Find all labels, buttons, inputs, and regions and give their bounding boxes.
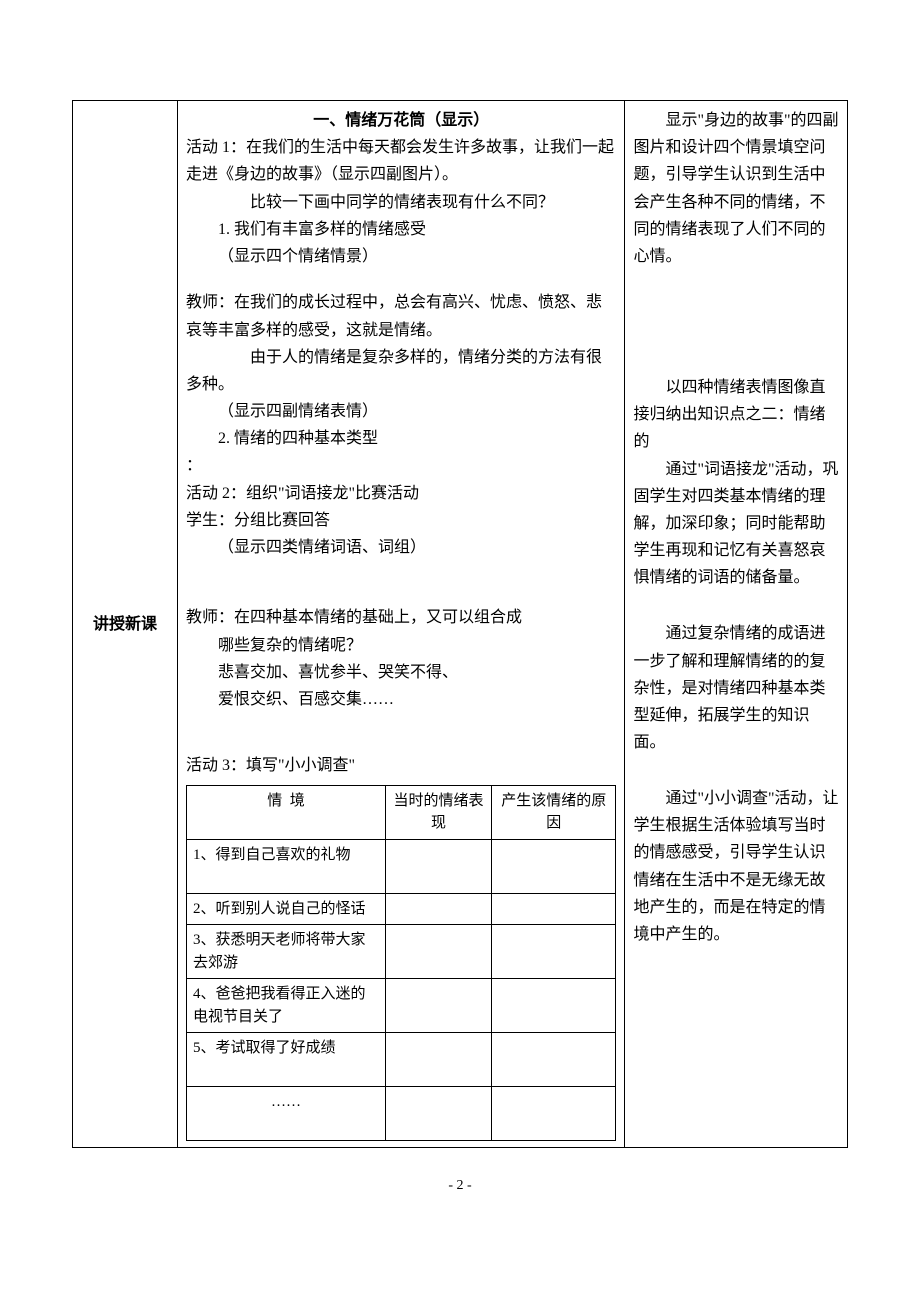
page-root: 讲授新课 一、情绪万花筒（显示） 活动 1：在我们的生活中每天都会发生许多故事，… [0, 0, 920, 1234]
heading-text: 情绪万花筒（显示） [345, 112, 489, 129]
point2-note: （显示四副情绪表情） [186, 398, 617, 425]
table-row-ellipsis: …… [186, 1087, 616, 1141]
teacher1-block: 教师：在我们的成长过程中，总会有高兴、忧虑、愤怒、悲哀等丰富多样的感受，这就是情… [186, 289, 617, 561]
survey-row-situation: 2、听到别人说自己的怪话 [186, 893, 385, 925]
survey-row-reason [492, 979, 616, 1033]
survey-row-situation: 1、得到自己喜欢的礼物 [186, 839, 385, 893]
point1: 1. 我们有丰富多样的情绪感受 [186, 216, 617, 243]
teacher1b-text: 由于人的情绪是复杂多样的，情绪分类的方法有很多种。 [186, 344, 617, 398]
teacher2-block: 教师：在四种基本情绪的基础上，又可以组合成 哪些复杂的情绪呢？ 悲喜交加、喜忧参… [186, 604, 617, 713]
activity2-text: 活动 2：组织"词语接龙"比赛活动 [186, 480, 617, 507]
survey-header-reason: 产生该情绪的原因 [492, 785, 616, 839]
survey-row-reason [492, 839, 616, 893]
right-column-notes: 显示"身边的故事"的四副图片和设计四个情景填空问题，引导学生认识到生活中会产生各… [625, 101, 848, 1148]
survey-header-expression: 当时的情绪表现 [386, 785, 492, 839]
page-number: - 2 - [448, 1178, 471, 1193]
survey-row-expression [386, 925, 492, 979]
table-row: 2、听到别人说自己的怪话 [186, 893, 616, 925]
survey-table: 情境 当时的情绪表现 产生该情绪的原因 1、得到自己喜欢的礼物 2、听到别人说自… [186, 785, 617, 1142]
teacher2-c: 悲喜交加、喜忧参半、哭笑不得、 [186, 659, 617, 686]
survey-row-reason [492, 1033, 616, 1087]
right-note-5: 通过"小小调查"活动，让学生根据生活体验填写当时的情感感受，引导学生认识情绪在生… [633, 785, 839, 948]
survey-header-row: 情境 当时的情绪表现 产生该情绪的原因 [186, 785, 616, 839]
spacer-r2 [633, 611, 839, 621]
section1-block: 一、情绪万花筒（显示） 活动 1：在我们的生活中每天都会发生许多故事，让我们一起… [186, 107, 617, 270]
spacer-r1 [633, 289, 839, 374]
section1-heading: 一、情绪万花筒（显示） [186, 107, 617, 134]
table-row: 3、获悉明天老师将带大家去郊游 [186, 925, 616, 979]
page-footer: - 2 - [72, 1178, 848, 1194]
students-note: （显示四类情绪词语、词组） [186, 534, 617, 561]
survey-row-situation: 4、爸爸把我看得正入迷的电视节目关了 [186, 979, 385, 1033]
survey-row-reason [492, 1087, 616, 1141]
heading-prefix: 一、 [313, 112, 345, 129]
survey-row-situation: 5、考试取得了好成绩 [186, 1033, 385, 1087]
survey-row-expression [386, 893, 492, 925]
activity1-line2: 比较一下画中同学的情绪表现有什么不同？ [186, 189, 617, 216]
right-note-3: 通过"词语接龙"活动，巩固学生对四类基本情绪的理解，加深印象；同时能帮助学生再现… [633, 456, 839, 592]
right-note-1: 显示"身边的故事"的四副图片和设计四个情景填空问题，引导学生认识到生活中会产生各… [633, 107, 839, 270]
survey-row-reason [492, 925, 616, 979]
section-title-text: 讲授新课 [93, 616, 157, 633]
survey-row-ellipsis-cell: …… [186, 1087, 385, 1141]
activity3-text: 活动 3：填写"小小调查" [186, 752, 617, 779]
survey-row-expression [386, 979, 492, 1033]
table-row: 4、爸爸把我看得正入迷的电视节目关了 [186, 979, 616, 1033]
table-row: 5、考试取得了好成绩 [186, 1033, 616, 1087]
survey-row-situation: 3、获悉明天老师将带大家去郊游 [186, 925, 385, 979]
teacher2-d: 爱恨交织、百感交集…… [186, 686, 617, 713]
spacer2 [186, 732, 617, 751]
survey-row-expression [386, 839, 492, 893]
teacher2-a: 教师：在四种基本情绪的基础上，又可以组合成 [186, 604, 617, 631]
activity1-line1: 活动 1：在我们的生活中每天都会发生许多故事，让我们一起走进《身边的故事》（显示… [186, 134, 617, 188]
teacher1-text: 教师：在我们的成长过程中，总会有高兴、忧虑、愤怒、悲哀等丰富多样的感受，这就是情… [186, 289, 617, 343]
left-column-section-label: 讲授新课 [73, 101, 178, 1148]
survey-row-expression [386, 1087, 492, 1141]
header-c1a: 情 [267, 793, 290, 809]
survey-row-expression [386, 1033, 492, 1087]
point2-text: 2. 情绪的四种基本类型 [186, 425, 617, 452]
right-note-2: 以四种情绪表情图像直接归纳出知识点之二：情绪的 [633, 374, 839, 456]
colon-line: ： [186, 452, 617, 479]
students-text: 学生：分组比赛回答 [186, 507, 617, 534]
table-row: 1、得到自己喜欢的礼物 [186, 839, 616, 893]
header-c1b: 境 [290, 793, 305, 809]
spacer-r3 [633, 776, 839, 786]
lesson-plan-table: 讲授新课 一、情绪万花筒（显示） 活动 1：在我们的生活中每天都会发生许多故事，… [72, 100, 848, 1148]
middle-column-content: 一、情绪万花筒（显示） 活动 1：在我们的生活中每天都会发生许多故事，让我们一起… [177, 101, 625, 1148]
survey-header-situation: 情境 [186, 785, 385, 839]
spacer [186, 580, 617, 604]
teacher2-b: 哪些复杂的情绪呢？ [186, 632, 617, 659]
point1-note: （显示四个情绪情景） [186, 243, 617, 270]
survey-row-reason [492, 893, 616, 925]
right-note-4: 通过复杂情绪的成语进一步了解和理解情绪的的复杂性，是对情绪四种基本类型延伸，拓展… [633, 620, 839, 756]
